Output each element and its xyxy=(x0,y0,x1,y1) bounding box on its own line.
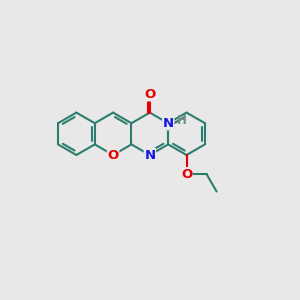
Text: O: O xyxy=(107,148,119,161)
Text: O: O xyxy=(144,88,155,101)
Text: H: H xyxy=(177,114,187,127)
Text: N: N xyxy=(144,148,155,161)
Text: N: N xyxy=(163,117,174,130)
Text: O: O xyxy=(181,168,192,181)
